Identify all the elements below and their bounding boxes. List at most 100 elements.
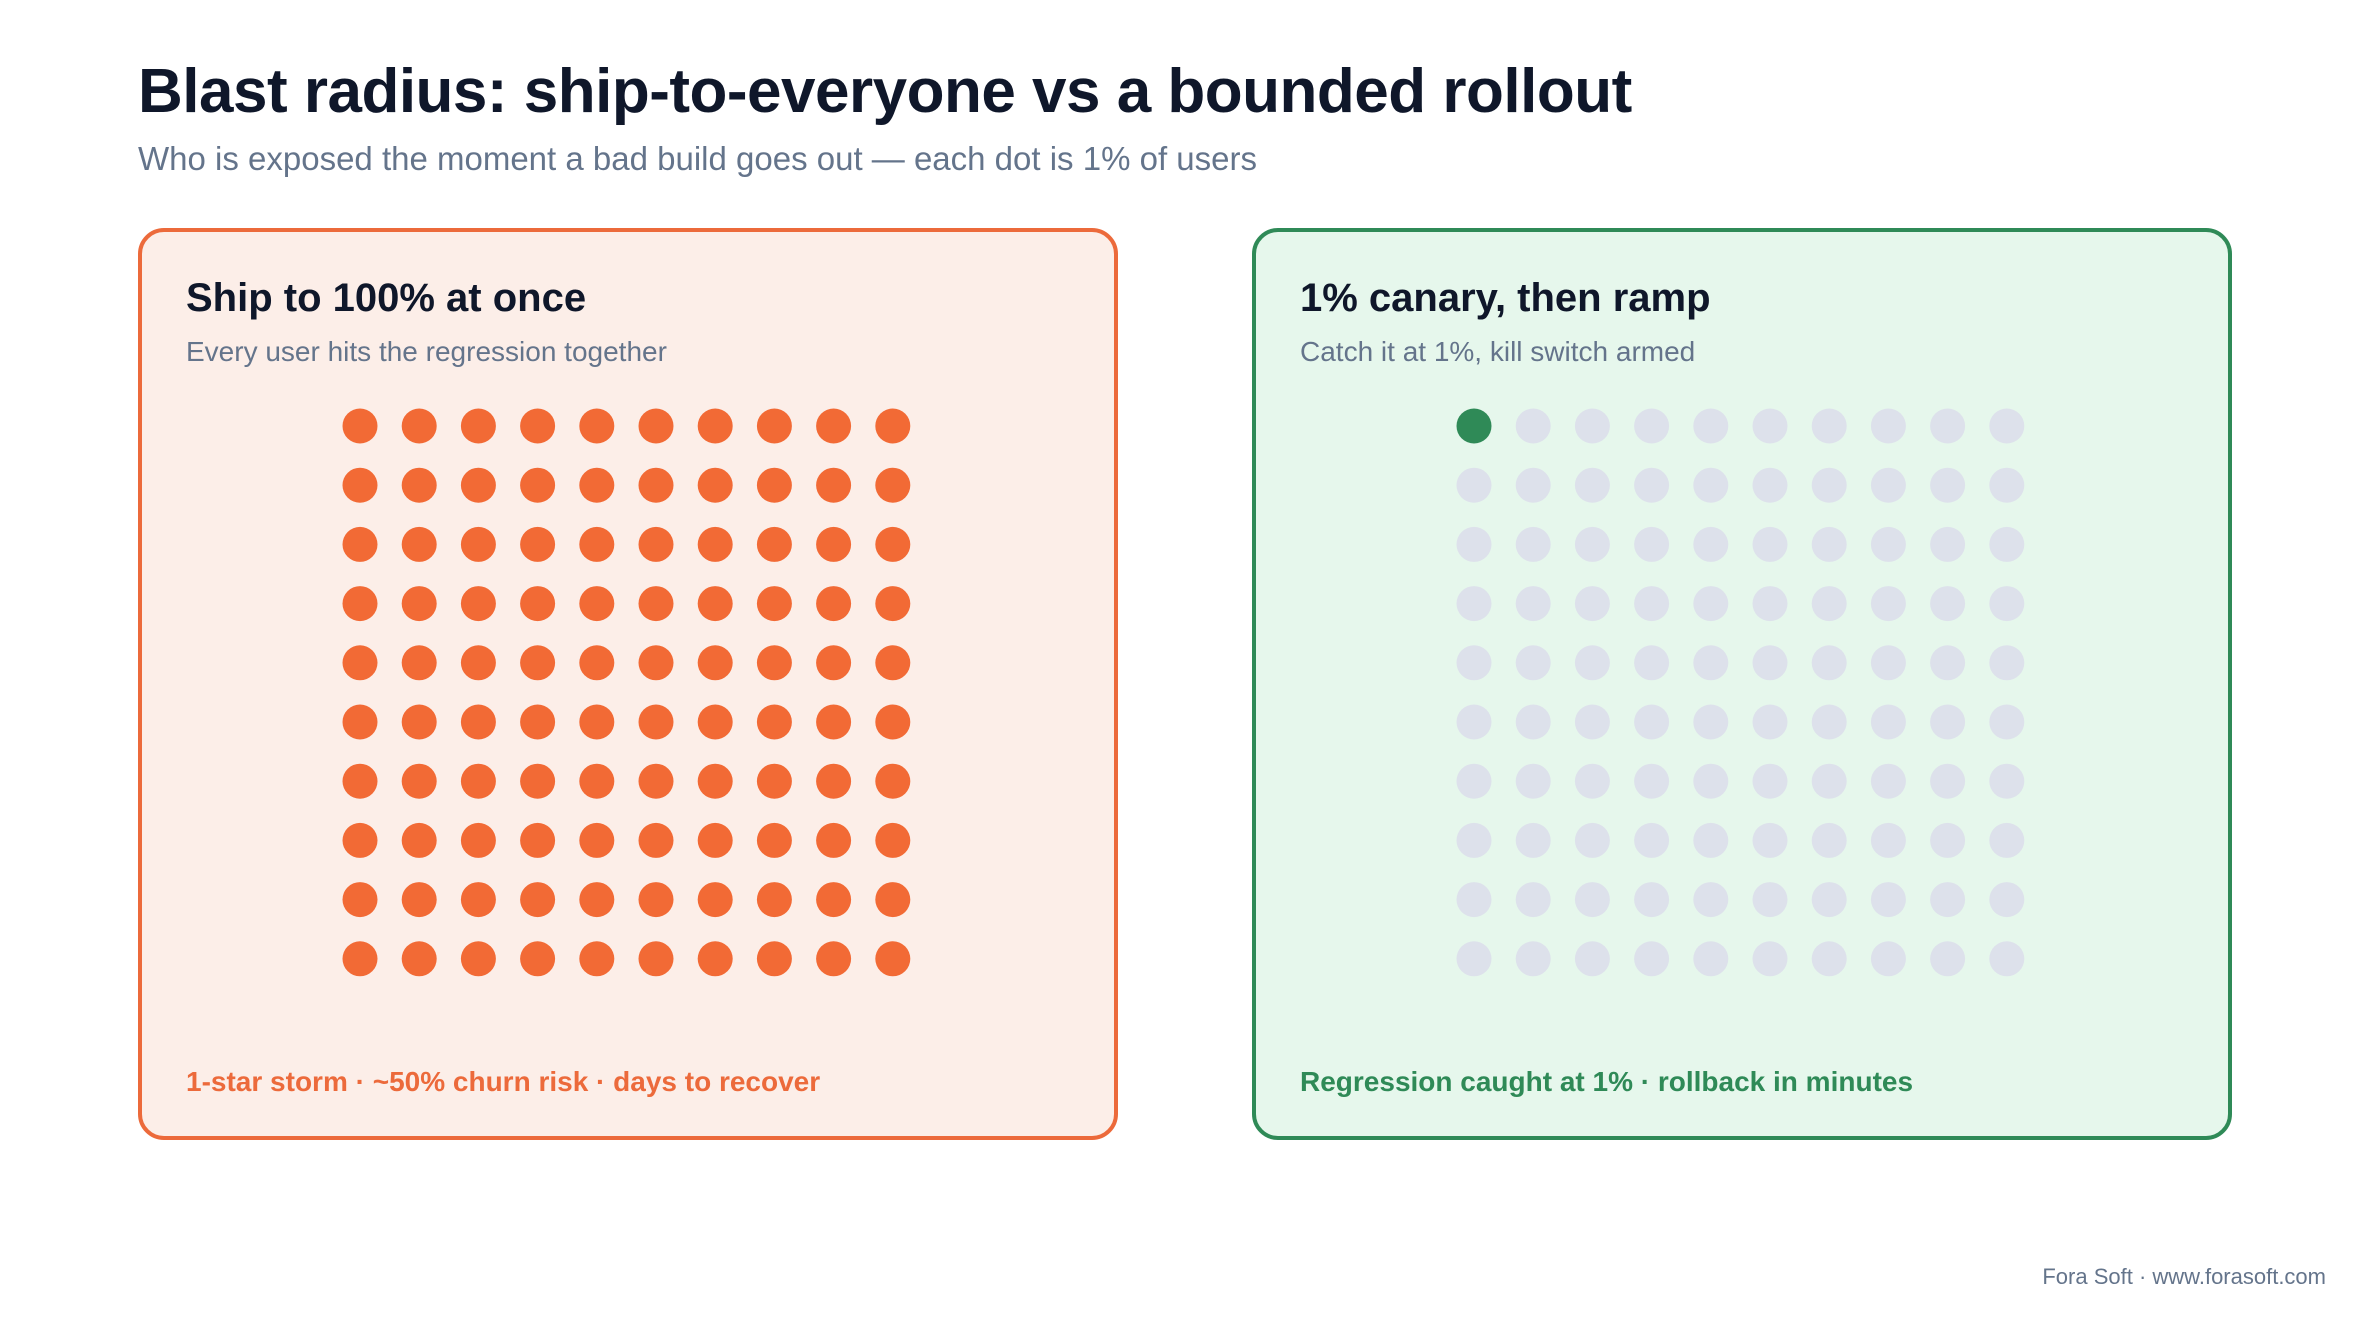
user-dot-unexposed	[1515, 822, 1551, 858]
user-dot-unexposed	[1515, 645, 1551, 681]
user-dot-unexposed	[1989, 586, 2025, 622]
user-dot-unexposed	[1930, 467, 1966, 503]
user-dot-unexposed	[1574, 586, 1610, 622]
user-dot-unexposed	[1870, 645, 1906, 681]
user-dot-unexposed	[1752, 763, 1788, 799]
user-dot-unexposed	[1989, 763, 2025, 799]
user-dot-exposed	[875, 882, 911, 918]
panel-ship-all: Ship to 100% at once Every user hits the…	[138, 228, 1118, 1140]
user-dot-unexposed	[1634, 586, 1670, 622]
user-dot-exposed	[579, 763, 615, 799]
user-dot-exposed	[875, 941, 911, 977]
user-dot-exposed	[756, 408, 792, 444]
user-dot-unexposed	[1811, 941, 1847, 977]
user-dot-exposed	[460, 882, 496, 918]
panel-subtitle: Catch it at 1%, kill switch armed	[1300, 336, 1696, 367]
user-dot-unexposed	[1456, 526, 1492, 562]
user-dot-exposed	[756, 645, 792, 681]
user-dot-unexposed	[1989, 941, 2025, 977]
user-dot-unexposed	[1693, 763, 1729, 799]
user-dot-exposed	[638, 704, 674, 740]
user-dot-unexposed	[1811, 882, 1847, 918]
user-dot-exposed	[638, 586, 674, 622]
user-dot-unexposed	[1752, 882, 1788, 918]
user-dot-exposed	[579, 586, 615, 622]
user-dot-unexposed	[1811, 586, 1847, 622]
user-dot-unexposed	[1574, 763, 1610, 799]
user-dot-unexposed	[1752, 586, 1788, 622]
user-dot-exposed	[816, 408, 852, 444]
user-dot-exposed	[520, 941, 556, 977]
user-dot-exposed	[460, 408, 496, 444]
user-dot-exposed	[816, 704, 852, 740]
user-dot-unexposed	[1634, 467, 1670, 503]
user-dot-exposed	[697, 467, 733, 503]
user-dot-unexposed	[1456, 763, 1492, 799]
user-dot-unexposed	[1515, 408, 1551, 444]
dot-grid-ship-all	[342, 408, 911, 977]
user-dot-exposed	[816, 645, 852, 681]
user-dot-exposed	[342, 882, 378, 918]
credit: Fora Soft · www.forasoft.com	[2042, 1264, 2326, 1289]
user-dot-unexposed	[1634, 704, 1670, 740]
user-dot-unexposed	[1870, 467, 1906, 503]
user-dot-exposed	[520, 645, 556, 681]
user-dot-exposed	[342, 408, 378, 444]
panel-canary: 1% canary, then ramp Catch it at 1%, kil…	[1252, 228, 2232, 1140]
user-dot-unexposed	[1930, 941, 1966, 977]
user-dot-exposed	[638, 526, 674, 562]
user-dot-exposed	[697, 882, 733, 918]
user-dot-unexposed	[1515, 526, 1551, 562]
user-dot-exposed	[520, 822, 556, 858]
user-dot-exposed	[460, 704, 496, 740]
user-dot-unexposed	[1515, 763, 1551, 799]
user-dot-exposed	[875, 408, 911, 444]
user-dot-unexposed	[1870, 526, 1906, 562]
panel-title: 1% canary, then ramp	[1300, 276, 1711, 320]
user-dot-exposed	[816, 882, 852, 918]
user-dot-unexposed	[1752, 526, 1788, 562]
user-dot-unexposed	[1634, 941, 1670, 977]
user-dot-exposed	[520, 704, 556, 740]
user-dot-exposed	[638, 763, 674, 799]
user-dot-unexposed	[1811, 408, 1847, 444]
user-dot-exposed	[816, 822, 852, 858]
user-dot-unexposed	[1811, 526, 1847, 562]
user-dot-unexposed	[1930, 586, 1966, 622]
user-dot-unexposed	[1989, 467, 2025, 503]
user-dot-unexposed	[1634, 822, 1670, 858]
user-dot-unexposed	[1870, 586, 1906, 622]
user-dot-exposed	[697, 408, 733, 444]
user-dot-unexposed	[1752, 467, 1788, 503]
user-dot-exposed	[520, 408, 556, 444]
user-dot-exposed	[579, 467, 615, 503]
user-dot-unexposed	[1930, 882, 1966, 918]
user-dot-exposed	[460, 763, 496, 799]
user-dot-exposed	[697, 941, 733, 977]
user-dot-exposed	[579, 645, 615, 681]
user-dot-exposed	[756, 586, 792, 622]
user-dot-exposed	[342, 763, 378, 799]
user-dot-exposed	[697, 526, 733, 562]
user-dot-exposed	[875, 763, 911, 799]
user-dot-exposed	[638, 822, 674, 858]
user-dot-unexposed	[1456, 467, 1492, 503]
user-dot-unexposed	[1989, 882, 2025, 918]
user-dot-unexposed	[1811, 467, 1847, 503]
user-dot-exposed	[638, 645, 674, 681]
panel-footer: 1-star storm · ~50% churn risk · days to…	[186, 1066, 821, 1097]
user-dot-exposed	[697, 822, 733, 858]
user-dot-unexposed	[1811, 763, 1847, 799]
user-dot-exposed	[756, 704, 792, 740]
user-dot-unexposed	[1456, 704, 1492, 740]
user-dot-unexposed	[1693, 586, 1729, 622]
user-dot-unexposed	[1515, 941, 1551, 977]
user-dot-unexposed	[1930, 408, 1966, 444]
user-dot-exposed	[579, 882, 615, 918]
user-dot-exposed	[638, 882, 674, 918]
user-dot-exposed	[579, 822, 615, 858]
user-dot-exposed	[697, 645, 733, 681]
user-dot-exposed	[875, 526, 911, 562]
page-title: Blast radius: ship-to-everyone vs a boun…	[138, 57, 1632, 126]
user-dot-unexposed	[1693, 704, 1729, 740]
